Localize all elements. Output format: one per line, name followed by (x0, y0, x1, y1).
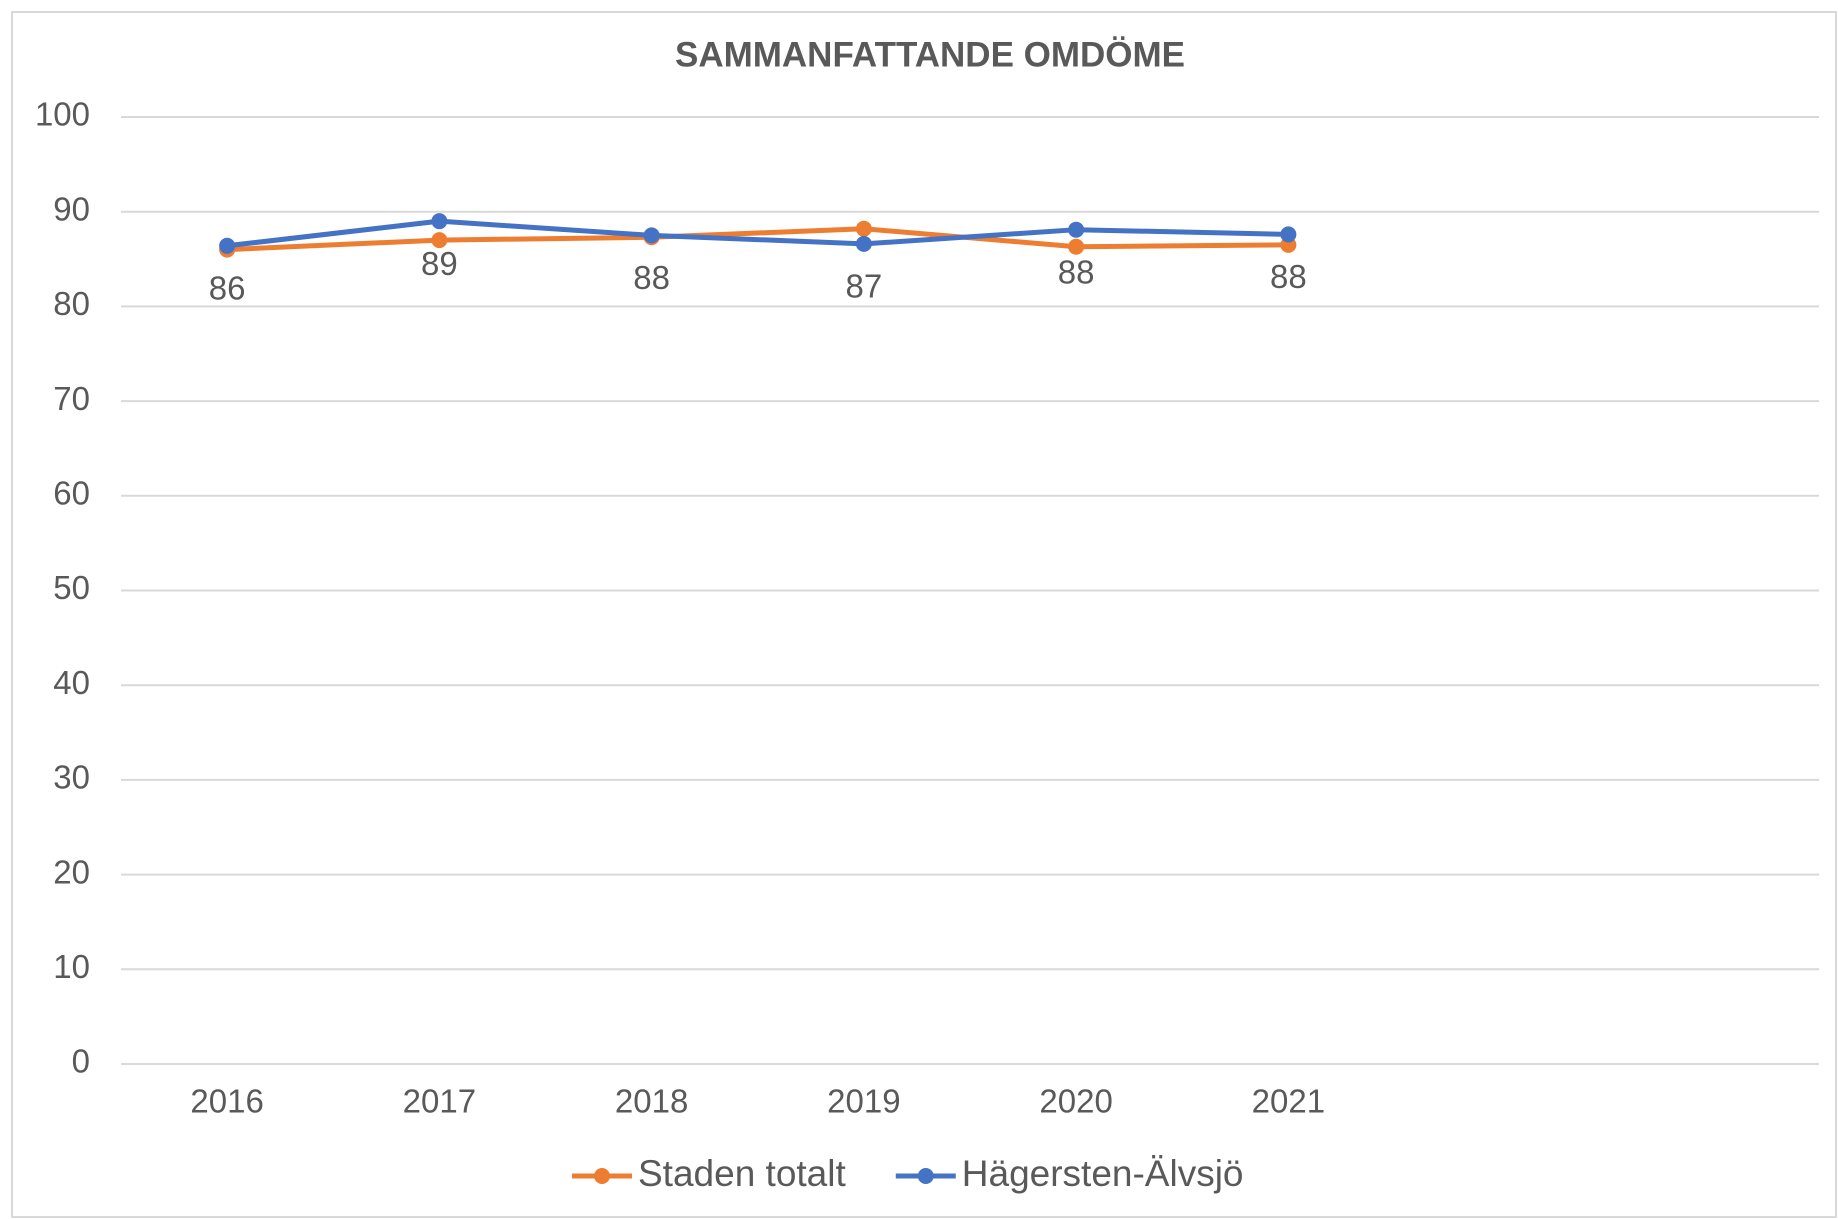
y-tick-label: 70 (53, 380, 90, 417)
series-line (226, 218, 1289, 249)
y-tick-label: 100 (35, 96, 90, 133)
x-tick-label: 2021 (1252, 1083, 1325, 1120)
data-label: 87 (846, 268, 883, 305)
y-tick-label: 0 (72, 1043, 90, 1080)
x-tick-label: 2020 (1039, 1083, 1112, 1120)
point (855, 220, 872, 237)
legend-marker (917, 1168, 934, 1184)
point (1280, 226, 1297, 243)
legend-marker (594, 1168, 610, 1184)
y-tick-label: 50 (53, 569, 90, 606)
point (219, 237, 236, 254)
point (643, 227, 660, 244)
data-label: 89 (421, 245, 458, 282)
data-label: 86 (209, 270, 246, 307)
data-label: 88 (1270, 258, 1307, 295)
legend-label: Hägersten-Älvsjö (962, 1153, 1244, 1194)
point (1068, 221, 1085, 238)
x-tick-label: 2017 (403, 1083, 476, 1120)
x-tick-label: 2019 (827, 1083, 900, 1120)
chart-title: SAMMANFATTANDE OMDÖME (675, 35, 1185, 74)
y-tick-label: 90 (53, 190, 90, 227)
x-tick-label: 2016 (190, 1083, 263, 1120)
y-tick-label: 20 (53, 853, 90, 890)
y-tick-label: 30 (53, 759, 90, 796)
y-tick-label: 60 (53, 475, 90, 512)
y-tick-label: 80 (53, 285, 90, 322)
series-line (227, 226, 1289, 253)
data-label: 88 (633, 259, 670, 296)
point (1068, 238, 1085, 255)
y-tick-label: 40 (53, 664, 90, 701)
data-label: 88 (1058, 253, 1095, 290)
point (431, 213, 448, 230)
chart-border (11, 11, 1837, 1218)
y-tick-label: 10 (53, 948, 90, 985)
x-tick-label: 2018 (615, 1083, 688, 1120)
point (431, 232, 448, 249)
point (855, 235, 872, 252)
legend-label: Staden totalt (638, 1153, 846, 1194)
